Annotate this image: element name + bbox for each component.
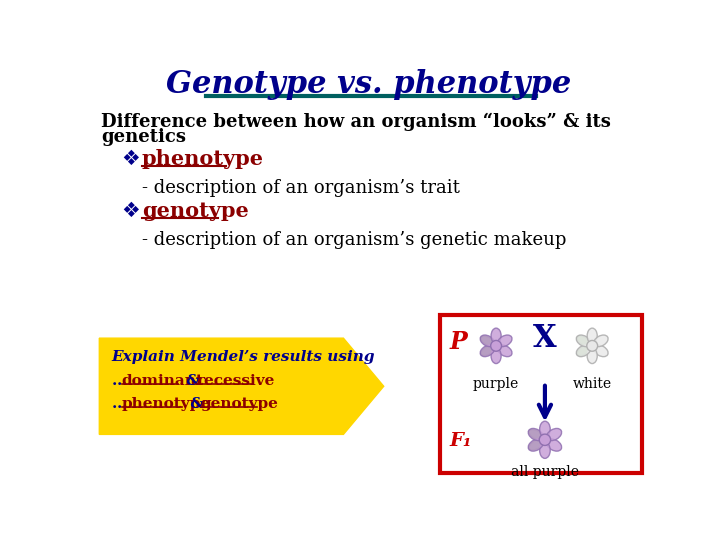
Text: F₁: F₁	[449, 431, 472, 450]
Text: X: X	[533, 323, 557, 354]
Bar	[441, 315, 642, 473]
Text: &: &	[181, 374, 205, 388]
Ellipse shape	[480, 345, 495, 356]
Ellipse shape	[546, 428, 562, 441]
Text: phenotype: phenotype	[142, 148, 264, 168]
Text: - description of an organism’s genetic makeup: - description of an organism’s genetic m…	[142, 231, 567, 249]
Ellipse shape	[546, 439, 562, 451]
Text: Explain Mendel’s results using: Explain Mendel’s results using	[112, 350, 375, 365]
Ellipse shape	[528, 428, 544, 441]
Ellipse shape	[491, 328, 501, 343]
Ellipse shape	[498, 335, 512, 347]
Circle shape	[539, 434, 551, 446]
Ellipse shape	[588, 328, 597, 343]
Circle shape	[490, 340, 502, 351]
Text: dominant: dominant	[122, 374, 204, 388]
Text: genotype: genotype	[201, 397, 279, 410]
Text: …: …	[112, 374, 127, 388]
Ellipse shape	[539, 442, 550, 458]
Ellipse shape	[480, 335, 495, 347]
Ellipse shape	[577, 346, 591, 355]
Ellipse shape	[498, 345, 512, 356]
Text: all purple: all purple	[511, 465, 579, 479]
Ellipse shape	[528, 439, 544, 451]
Text: white: white	[572, 377, 612, 390]
Text: genotype: genotype	[142, 201, 248, 221]
Circle shape	[587, 340, 598, 351]
Ellipse shape	[594, 345, 608, 356]
Text: Genotype vs. phenotype: Genotype vs. phenotype	[166, 69, 572, 100]
Ellipse shape	[491, 348, 501, 363]
Polygon shape	[99, 338, 384, 434]
Ellipse shape	[529, 440, 544, 450]
Ellipse shape	[539, 421, 550, 437]
Text: ❖: ❖	[121, 148, 140, 168]
Text: …: …	[112, 397, 127, 410]
Text: P: P	[449, 330, 467, 354]
Ellipse shape	[529, 430, 544, 440]
Ellipse shape	[588, 348, 597, 363]
Text: purple: purple	[473, 377, 519, 390]
Text: phenotype: phenotype	[122, 397, 211, 410]
Ellipse shape	[481, 346, 495, 355]
Ellipse shape	[577, 336, 591, 346]
Text: ❖: ❖	[121, 201, 140, 221]
Ellipse shape	[481, 336, 495, 346]
Text: &: &	[185, 397, 210, 410]
Text: genetics: genetics	[101, 128, 186, 146]
Ellipse shape	[576, 335, 590, 347]
Text: Difference between how an organism “looks” & its: Difference between how an organism “look…	[101, 112, 611, 131]
Ellipse shape	[594, 335, 608, 347]
Ellipse shape	[576, 345, 590, 356]
Text: recessive: recessive	[196, 374, 274, 388]
Text: - description of an organism’s trait: - description of an organism’s trait	[142, 179, 460, 197]
